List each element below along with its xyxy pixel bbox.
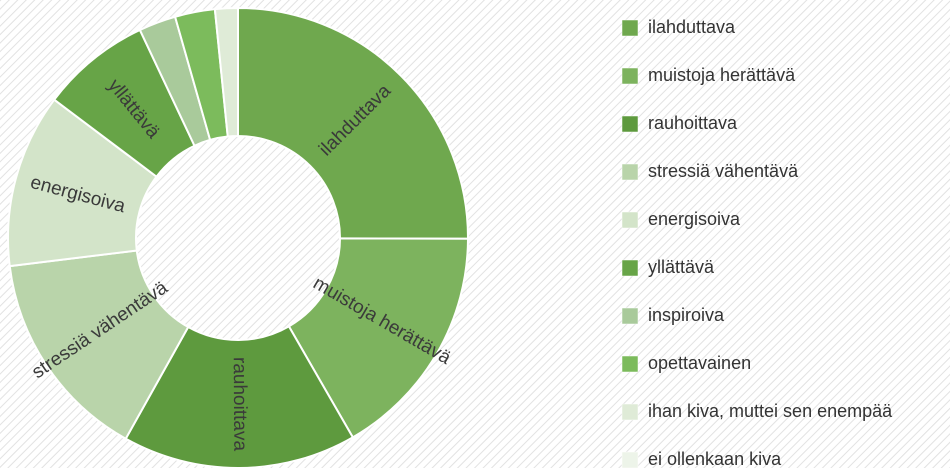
legend-label: ei ollenkaan kiva [648,449,782,468]
segment-label: rauhoittava [229,357,251,452]
legend-label: muistoja herättävä [648,65,796,85]
legend-label: yllättävä [648,257,715,277]
donut-segment [237,6,469,240]
legend-swatch [621,115,639,133]
legend-swatch [621,259,639,277]
legend-label: opettavainen [648,353,751,373]
legend-label: energisoiva [648,209,741,229]
legend-swatch [621,307,639,325]
legend-label: ihan kiva, muttei sen enempää [648,401,893,421]
legend-swatch [621,355,639,373]
legend-swatch [621,163,639,181]
legend-label: stressiä vähentävä [648,161,799,181]
legend-label: rauhoittava [648,113,738,133]
legend-swatch [621,403,639,421]
legend-swatch [621,67,639,85]
legend-swatch [621,211,639,229]
donut-segment [8,249,190,441]
legend-swatch [621,451,639,468]
donut-segment [287,237,470,439]
legend-label: ilahduttava [648,17,736,37]
legend-label: inspiroiva [648,305,725,325]
donut-segment [124,325,355,468]
legend-swatch [621,19,639,37]
